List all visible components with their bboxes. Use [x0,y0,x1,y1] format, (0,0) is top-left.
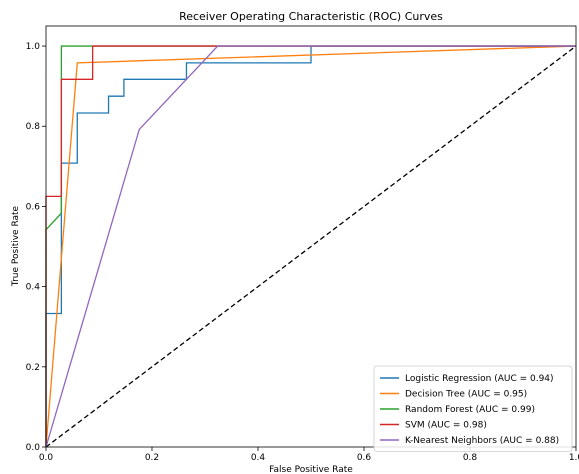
y-tick-label: 0.8 [26,122,41,132]
legend: Logistic Regression (AUC = 0.94) Decision… [373,365,573,452]
legend-label-1: Decision Tree (AUC = 0.95) [405,390,527,400]
legend-label-3: SVM (AUC = 0.98) [405,421,487,431]
legend-label-2: Random Forest (AUC = 0.99) [405,405,535,415]
y-tick-label: 0.0 [26,443,41,453]
y-axis: 0.0 0.2 0.4 0.6 0.8 1.0 [26,42,46,453]
y-tick-label: 0.2 [26,363,40,373]
chart-title: Receiver Operating Characteristic (ROC) … [179,10,443,23]
x-tick-label: 1.0 [569,453,579,463]
y-tick-label: 0.4 [26,283,41,293]
x-tick-label: 0.0 [39,453,54,463]
legend-label-4: K-Nearest Neighbors (AUC = 0.88) [405,436,559,446]
y-tick-label: 0.6 [26,202,41,212]
x-axis-label: False Positive Rate [269,465,353,474]
y-tick-label: 1.0 [26,42,41,52]
legend-label-0: Logistic Regression (AUC = 0.94) [405,374,554,384]
reference-diagonal-line [45,45,577,448]
plot-frame [45,25,577,448]
x-tick-label: 0.6 [357,453,372,463]
series-line-1 [45,45,577,448]
plot-area [45,25,577,448]
x-tick-label: 0.8 [463,453,478,463]
series-line-4 [45,45,576,448]
x-tick-label: 0.4 [251,453,266,463]
legend-box [373,365,573,452]
y-axis-label: True Positive Rate [11,205,21,287]
x-tick-label: 0.2 [145,453,159,463]
